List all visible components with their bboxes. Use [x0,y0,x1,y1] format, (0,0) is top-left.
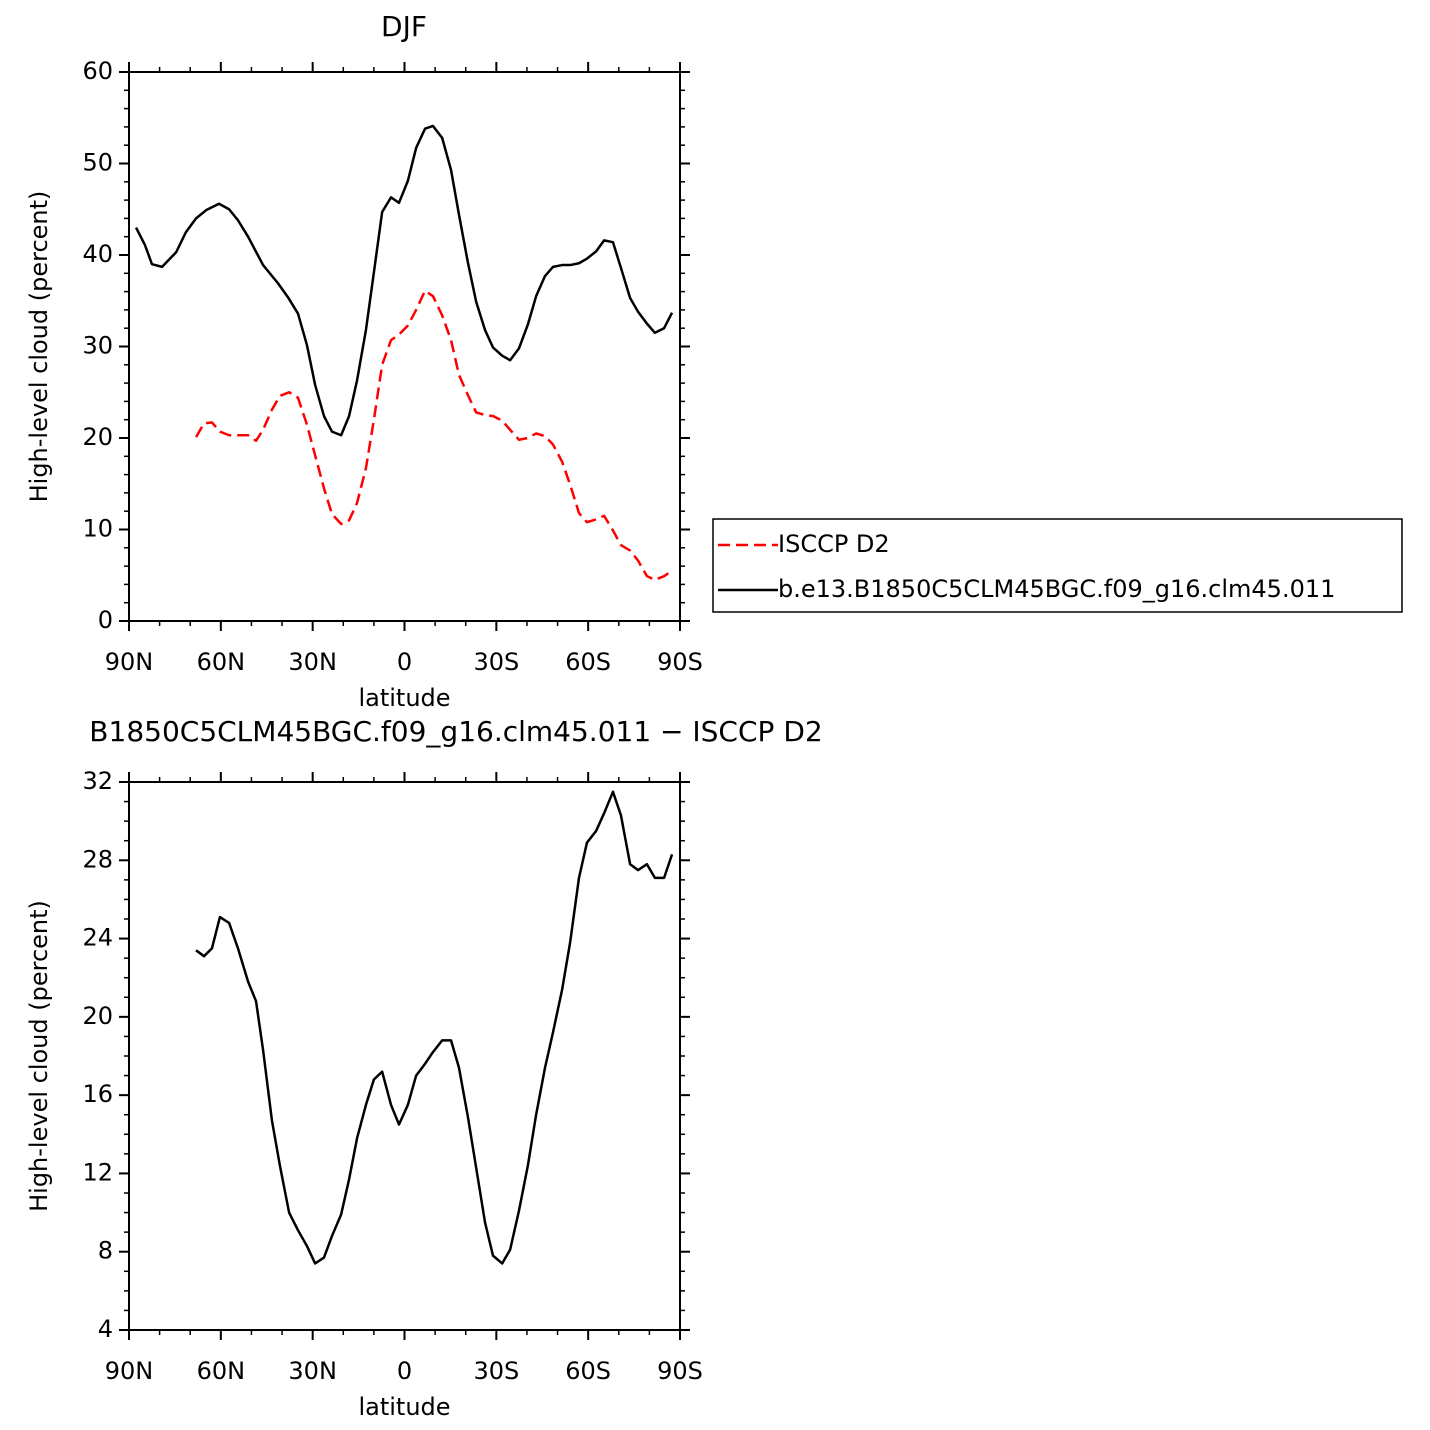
y-tick-label: 50 [82,149,113,177]
x-tick-label: 0 [397,648,412,676]
legend-label: b.e13.B1850C5CLM45BGC.f09_g16.clm45.011 [778,575,1335,603]
data-line [194,289,673,582]
y-tick-label: 24 [82,924,113,952]
y-tick-label: 4 [98,1315,113,1343]
legend-label: ISCCP D2 [778,530,890,558]
x-axis-label: latitude [358,684,450,712]
y-tick-label: 30 [82,332,113,360]
data-line [134,124,674,437]
x-tick-label: 60S [565,1357,611,1385]
x-tick-label: 30N [288,1357,337,1385]
x-tick-label: 0 [397,1357,412,1385]
x-tick-label: 60N [197,648,246,676]
data-line [195,790,674,1265]
x-tick-label: 30S [473,648,519,676]
chart-title: DJF [381,10,427,43]
x-tick-label: 30S [473,1357,519,1385]
legend-box [712,518,1403,613]
x-tick-label: 60S [565,648,611,676]
x-tick-label: 90S [657,1357,703,1385]
y-axis-label: High-level cloud (percent) [25,900,53,1212]
y-tick-label: 60 [82,57,113,85]
y-tick-label: 12 [82,1158,113,1186]
plot-frame [128,71,681,622]
y-tick-label: 8 [98,1237,113,1265]
y-tick-label: 0 [98,606,113,634]
x-tick-label: 30N [288,648,337,676]
y-tick-label: 16 [82,1080,113,1108]
chart-title: B1850C5CLM45BGC.f09_g16.clm45.011 − ISCC… [89,715,822,748]
y-tick-label: 10 [82,515,113,543]
x-tick-label: 90N [105,1357,154,1385]
x-tick-label: 90N [105,648,154,676]
x-tick-label: 60N [197,1357,246,1385]
plot-frame [128,781,681,1331]
x-tick-label: 90S [657,648,703,676]
y-tick-label: 20 [82,1002,113,1030]
y-axis-label: High-level cloud (percent) [25,191,53,503]
y-tick-label: 32 [82,767,113,795]
y-tick-label: 20 [82,423,113,451]
y-tick-label: 28 [82,845,113,873]
x-axis-label: latitude [358,1393,450,1421]
y-tick-label: 40 [82,240,113,268]
